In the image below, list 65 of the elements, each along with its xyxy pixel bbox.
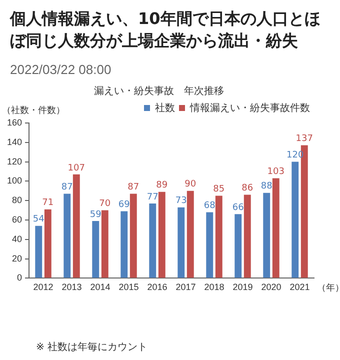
data-label: 90 bbox=[184, 180, 196, 190]
x-tick-label: 2017 bbox=[176, 282, 196, 292]
x-tick-label: 2015 bbox=[118, 282, 139, 292]
data-label: 77 bbox=[146, 192, 158, 202]
data-label: 89 bbox=[156, 180, 168, 191]
y-tick-label: 0 bbox=[17, 272, 22, 283]
y-tick-label: 100 bbox=[6, 176, 22, 186]
x-tick-label: 2016 bbox=[147, 282, 168, 292]
data-label: 71 bbox=[42, 198, 54, 208]
data-label: 137 bbox=[296, 134, 313, 144]
y-tick-label: 140 bbox=[6, 136, 22, 147]
data-label: 86 bbox=[242, 184, 254, 194]
data-label: 85 bbox=[213, 184, 225, 195]
bar bbox=[35, 226, 42, 278]
x-tick-label: 2020 bbox=[261, 282, 282, 292]
bar bbox=[272, 178, 280, 278]
x-tick-label: 2019 bbox=[232, 282, 253, 292]
x-axis-title: （年） bbox=[317, 282, 340, 294]
bar bbox=[186, 190, 194, 278]
bar bbox=[158, 192, 166, 278]
y-tick-label: 60 bbox=[12, 214, 22, 224]
bar bbox=[206, 212, 214, 278]
bar bbox=[178, 207, 185, 278]
bar bbox=[101, 210, 108, 278]
text: 個人情報漏えい、10年間で日本の人口とほぼ同じ人数分が上場企業から流出・紛失 bbox=[8, 8, 322, 52]
data-label: 87 bbox=[128, 182, 140, 193]
bar bbox=[92, 220, 100, 278]
x-tick-label: 2021 bbox=[290, 282, 310, 292]
bar bbox=[215, 196, 222, 278]
bar bbox=[44, 209, 52, 278]
data-label: 66 bbox=[232, 203, 244, 214]
data-label: 68 bbox=[204, 201, 216, 212]
bar bbox=[130, 194, 137, 278]
text: ※ 社数は年毎にカウント bbox=[36, 340, 148, 354]
bar bbox=[234, 214, 242, 278]
legend-label: 情報漏えい・紛失事故件数 bbox=[189, 102, 310, 114]
legend-label: 社数 bbox=[155, 102, 175, 114]
x-tick-label: 2018 bbox=[204, 282, 224, 292]
data-label: 69 bbox=[118, 200, 130, 210]
data-label: 54 bbox=[32, 214, 45, 225]
y-tick-label: 40 bbox=[12, 234, 22, 244]
bar bbox=[64, 194, 71, 278]
y-tick-label: 160 bbox=[6, 117, 22, 128]
y-tick-label: 20 bbox=[12, 253, 22, 264]
bar bbox=[292, 162, 299, 278]
x-tick-label: 2014 bbox=[90, 282, 110, 292]
data-label: 70 bbox=[99, 199, 111, 210]
bar bbox=[120, 211, 128, 278]
y-tick-label: 120 bbox=[6, 156, 22, 166]
x-tick-label: 2013 bbox=[62, 282, 82, 292]
data-label: 103 bbox=[267, 167, 284, 178]
bar bbox=[244, 194, 251, 278]
data-label: 107 bbox=[68, 163, 85, 174]
bar bbox=[72, 174, 80, 278]
data-label: 87 bbox=[61, 182, 73, 193]
bar bbox=[149, 204, 156, 278]
data-label: 59 bbox=[90, 210, 102, 220]
text: 2022/03/22 08:00 bbox=[9, 61, 112, 77]
y-tick-label: 80 bbox=[12, 195, 22, 206]
x-tick-label: 2012 bbox=[33, 282, 54, 292]
chart-title: 漏えい・紛失事故 年次推移 bbox=[94, 84, 224, 97]
data-label: 88 bbox=[260, 182, 273, 192]
data-label: 73 bbox=[175, 196, 187, 206]
y-axis-title: （社数・件数） bbox=[2, 104, 65, 116]
bar bbox=[263, 192, 270, 278]
